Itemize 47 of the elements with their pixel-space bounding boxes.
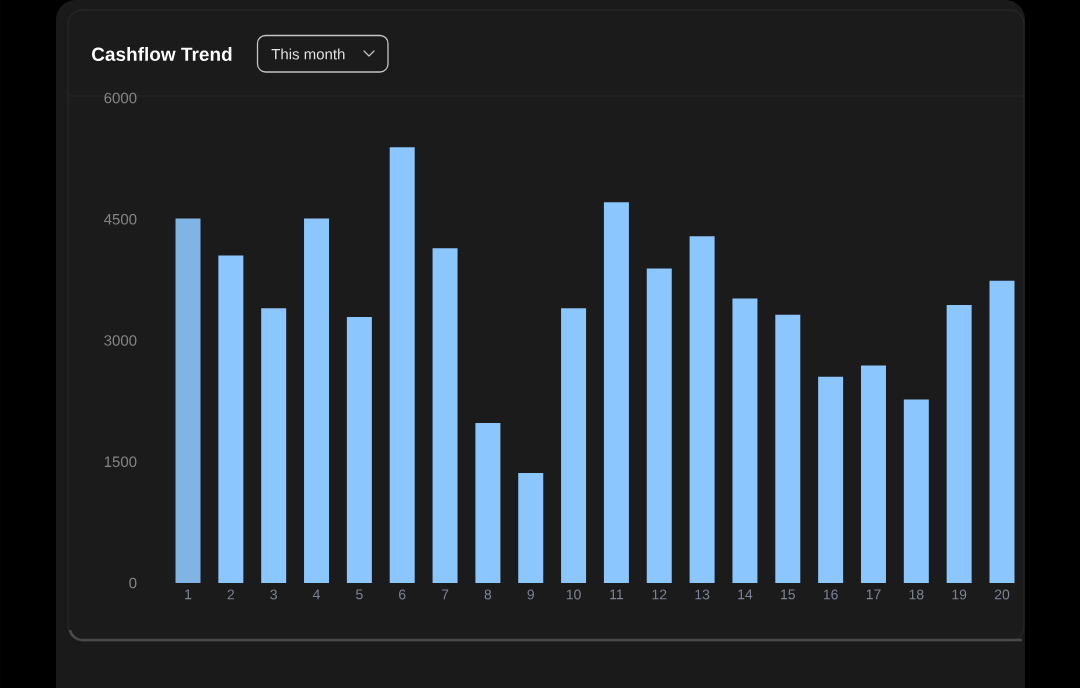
bar [732,298,758,583]
x-tick-label: 14 [738,589,753,600]
bar [389,147,415,583]
bar [218,255,244,583]
bar [989,280,1015,583]
bar [603,202,629,583]
bar [432,248,458,583]
y-tick-label: 3000 [104,335,137,346]
x-tick-label: 18 [909,589,924,600]
bar [903,399,929,583]
x-tick-label: 2 [227,589,235,600]
bar [818,376,844,583]
x-tick-label: 4 [312,589,321,600]
x-tick-label: 9 [527,589,534,600]
bar [175,218,201,583]
x-tick-label: 8 [484,589,492,600]
x-tick-label: 10 [566,589,581,600]
x-tick-label: 1 [185,589,192,600]
y-tick-label: 4500 [104,213,137,225]
x-tick-label: 17 [866,589,881,600]
bar [261,308,287,583]
chart-subtitle: This month [271,48,345,60]
bar [346,317,372,583]
bar [304,218,330,583]
y-tick-label: 6000 [104,92,137,104]
chart-title: Cashflow Trend [91,47,232,61]
bar [775,314,801,583]
x-tick-label: 12 [652,589,667,600]
x-tick-label: 19 [952,589,967,600]
x-tick-label: 15 [781,589,795,600]
y-tick-label: 1500 [104,456,137,468]
bar [518,473,544,583]
bar [646,268,672,583]
x-tick-label: 6 [399,589,406,600]
x-tick-label: 16 [823,589,838,600]
x-tick-label: 3 [270,589,277,600]
x-tick-label: 11 [610,589,624,600]
x-tick-label: 5 [356,589,363,600]
x-tick-label: 7 [441,589,449,600]
bar [689,236,715,583]
bar [561,308,587,583]
x-tick-label: 13 [695,589,710,600]
bar [946,304,972,583]
bar [860,365,886,583]
x-tick-label: 20 [994,589,1010,600]
y-tick-label: 0 [129,577,137,589]
bar [475,422,501,583]
